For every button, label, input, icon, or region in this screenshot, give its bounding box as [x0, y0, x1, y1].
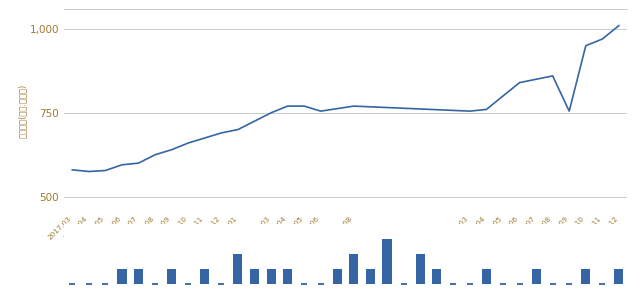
Bar	[333, 269, 342, 284]
Bar	[482, 269, 491, 284]
Bar	[134, 269, 143, 284]
Bar	[614, 269, 623, 284]
Bar	[250, 269, 259, 284]
Y-axis label: 거래금액(단위:백만원): 거래금액(단위:백만원)	[18, 84, 27, 138]
Bar	[383, 239, 392, 284]
Bar	[234, 254, 243, 284]
Bar	[415, 254, 425, 284]
Bar	[283, 269, 292, 284]
Bar	[532, 269, 541, 284]
Bar	[167, 269, 176, 284]
Bar	[266, 269, 276, 284]
Bar	[581, 269, 590, 284]
Bar	[366, 269, 375, 284]
Bar	[432, 269, 441, 284]
Bar	[349, 254, 358, 284]
Bar	[117, 269, 127, 284]
Bar	[200, 269, 209, 284]
